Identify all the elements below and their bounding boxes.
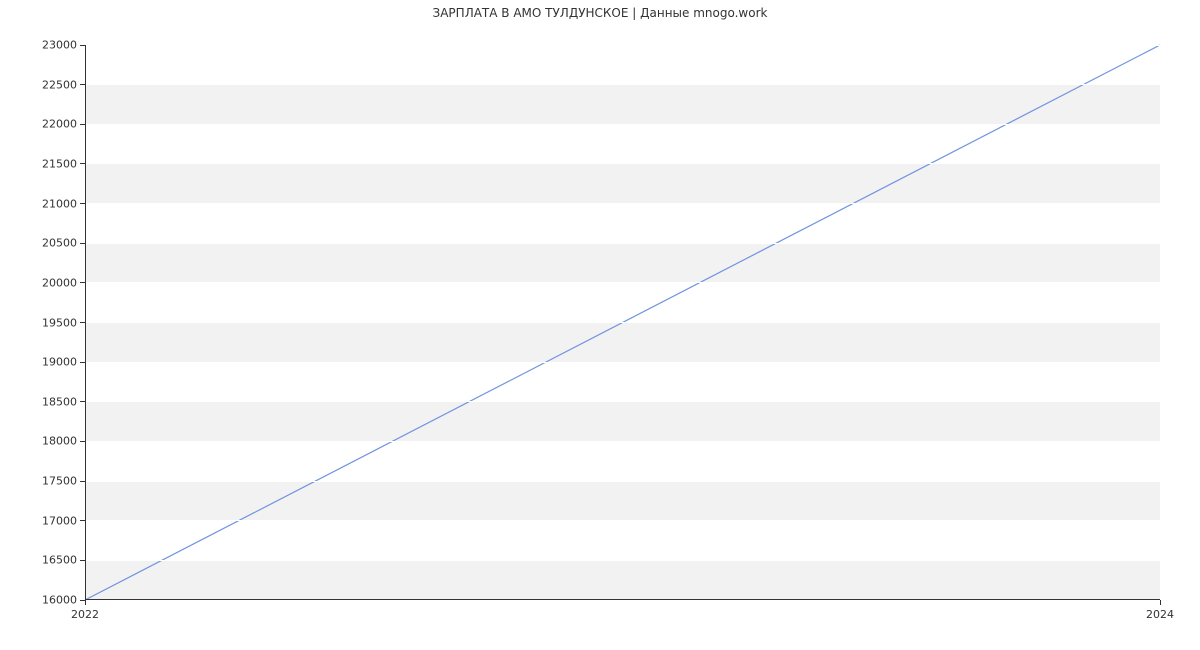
y-tick-label: 22500: [42, 78, 85, 91]
y-gridline: [85, 401, 1160, 402]
y-gridline: [85, 282, 1160, 283]
y-tick-label: 19000: [42, 356, 85, 369]
y-tick-label: 20500: [42, 237, 85, 250]
y-tick-label: 21500: [42, 157, 85, 170]
y-gridline: [85, 45, 1160, 46]
y-tick-label: 20000: [42, 276, 85, 289]
y-gridline: [85, 243, 1160, 244]
y-gridline: [85, 203, 1160, 204]
y-gridline: [85, 481, 1160, 482]
salary-line-chart: ЗАРПЛАТА В АМО ТУЛДУНСКОЕ | Данные mnogo…: [0, 0, 1200, 650]
y-axis: [85, 45, 86, 600]
y-tick-label: 21000: [42, 197, 85, 210]
y-gridline: [85, 163, 1160, 164]
x-axis: [85, 599, 1160, 600]
y-tick-label: 17000: [42, 514, 85, 527]
y-tick-label: 23000: [42, 39, 85, 52]
y-tick-label: 19500: [42, 316, 85, 329]
y-gridline: [85, 520, 1160, 521]
y-gridline: [85, 124, 1160, 125]
y-gridline: [85, 362, 1160, 363]
y-gridline: [85, 441, 1160, 442]
y-tick-label: 18500: [42, 395, 85, 408]
chart-title: ЗАРПЛАТА В АМО ТУЛДУНСКОЕ | Данные mnogo…: [0, 6, 1200, 20]
y-gridline: [85, 322, 1160, 323]
y-gridline: [85, 560, 1160, 561]
x-tick-label: 2024: [1146, 600, 1174, 621]
y-tick-label: 17500: [42, 475, 85, 488]
x-tick-label: 2022: [71, 600, 99, 621]
y-tick-label: 16500: [42, 554, 85, 567]
y-tick-label: 22000: [42, 118, 85, 131]
y-tick-label: 18000: [42, 435, 85, 448]
plot-area: 1600016500170001750018000185001900019500…: [85, 45, 1160, 600]
y-gridline: [85, 84, 1160, 85]
